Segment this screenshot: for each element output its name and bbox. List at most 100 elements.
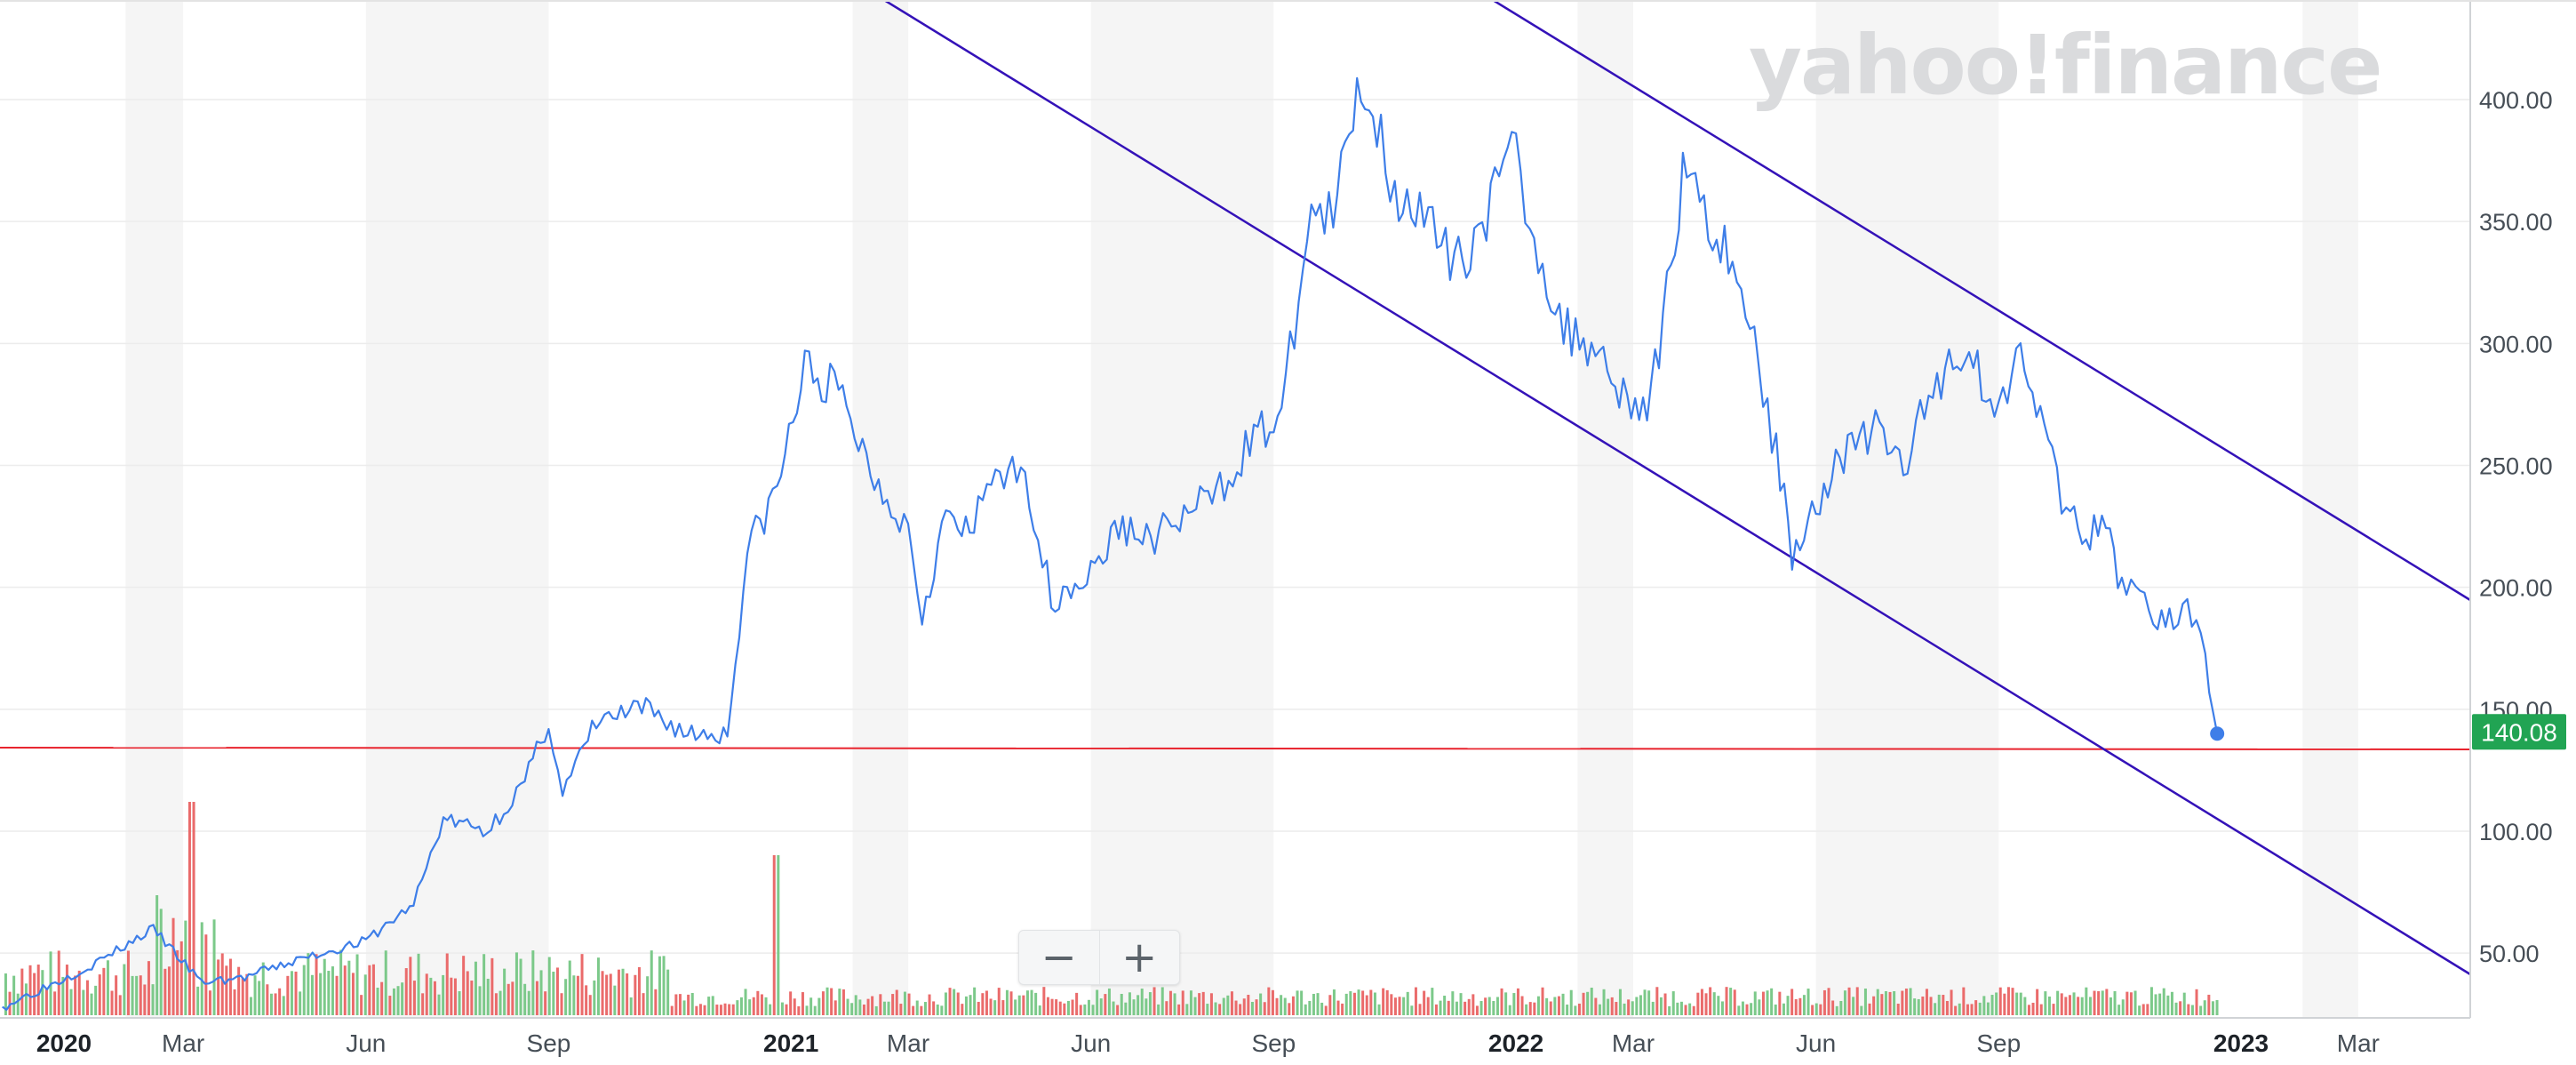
volume-bar [1868,1003,1871,1015]
volume-bar [1288,1003,1291,1015]
volume-bar [1541,987,1544,1015]
volume-bar [2117,1005,2121,1015]
x-tick-label: Sep [1976,1029,2021,1057]
volume-bar [1352,992,1356,1015]
volume-bar [371,964,375,1015]
volume-bar [1508,1005,1511,1015]
volume-bar [1255,999,1258,1015]
x-tick-label: Mar [887,1029,929,1057]
volume-bar [674,994,678,1015]
volume-bar [384,950,387,1015]
volume-bar [1144,998,1148,1015]
volume-bar [2162,988,2165,1015]
volume-bar [1014,999,1017,1015]
volume-bar [1533,1002,1536,1015]
volume-bar [1181,990,1184,1015]
volume-bar [249,997,252,1015]
volume-bar [703,1005,706,1015]
volume-bar [1659,997,1663,1015]
volume-bar [2064,997,2068,1015]
volume-bar [1234,1000,1238,1015]
volume-bar [1463,1001,1467,1015]
volume-bar [642,993,645,1015]
reference-lines [0,0,2471,976]
volume-bar [764,997,768,1015]
volume-bar [115,975,118,1015]
volume-bar [192,802,195,1015]
volume-bar [417,953,420,1015]
volume-bar [1046,997,1049,1015]
volume-bar [343,965,347,1015]
volume-bar [2133,990,2137,1015]
volume-bar [1827,988,1830,1015]
volume-bar [1275,997,1279,1015]
volume-bar [580,954,584,1015]
volume-bar [110,990,114,1015]
volume-bar [1909,988,1912,1015]
volume-bar [307,953,310,1015]
volume-bars [4,802,2219,1015]
volume-bar [736,1000,739,1015]
zoom-in-button[interactable]: + [1121,933,1158,982]
volume-bar [977,1001,980,1015]
volume-bar [568,960,571,1015]
volume-bar [564,979,568,1015]
volume-bar [442,974,445,1015]
volume-bar [2019,992,2022,1015]
volume-bar [208,990,211,1015]
volume-bar [1467,998,1471,1015]
volume-bar [1607,998,1610,1015]
volume-bar [588,995,592,1015]
volume-bar [1635,997,1639,1015]
volume-bar [2006,987,2010,1015]
volume-bar [2215,999,2219,1015]
volume-bar [1876,989,1879,1015]
volume-bar [286,975,290,1015]
volume-bar [576,975,579,1015]
volume-bar [1296,990,1299,1015]
volume-bar [866,998,870,1015]
grid-lines [0,99,2470,954]
volume-bar [2077,997,2080,1015]
volume-bar [621,968,625,1015]
volume-bar [360,995,363,1015]
volume-bar [1712,992,1716,1015]
volume-bar [1479,1001,1483,1015]
volume-bar [1623,1003,1626,1015]
volume-bar [1696,992,1700,1015]
volume-bar [118,995,122,1015]
volume-bar [458,991,461,1015]
volume-bar [1173,993,1176,1015]
month-band [1815,0,1999,1018]
volume-bar [903,991,906,1015]
volume-bar [1835,1005,1838,1015]
volume-bar [61,976,65,1015]
volume-bar [715,1005,719,1015]
volume-bar [2023,997,2027,1015]
volume-bar [1025,990,1029,1015]
volume-bar [1921,996,1925,1015]
volume-bar [1819,1004,1822,1015]
volume-bar [453,978,457,1015]
volume-bar [809,997,813,1015]
volume-bar [1455,1001,1458,1015]
volume-bar [2179,1001,2182,1015]
volume-bar [1443,996,1447,1015]
volume-bar [1745,1004,1749,1015]
volume-bar [253,975,257,1015]
volume-bar [2036,989,2039,1015]
volume-bar [1627,999,1631,1015]
volume-bar [53,991,57,1015]
volume-bar [294,971,298,1015]
volume-bar [2088,997,2092,1015]
volume-bar [687,994,690,1015]
volume-bar [817,997,821,1015]
volume-bar [973,987,977,1015]
zoom-out-button[interactable]: − [1019,931,1100,984]
volume-bar [2068,995,2071,1015]
volume-bar [1504,992,1508,1015]
volume-bar [1365,995,1368,1015]
volume-bar [932,1001,936,1015]
volume-bar [662,956,666,1015]
